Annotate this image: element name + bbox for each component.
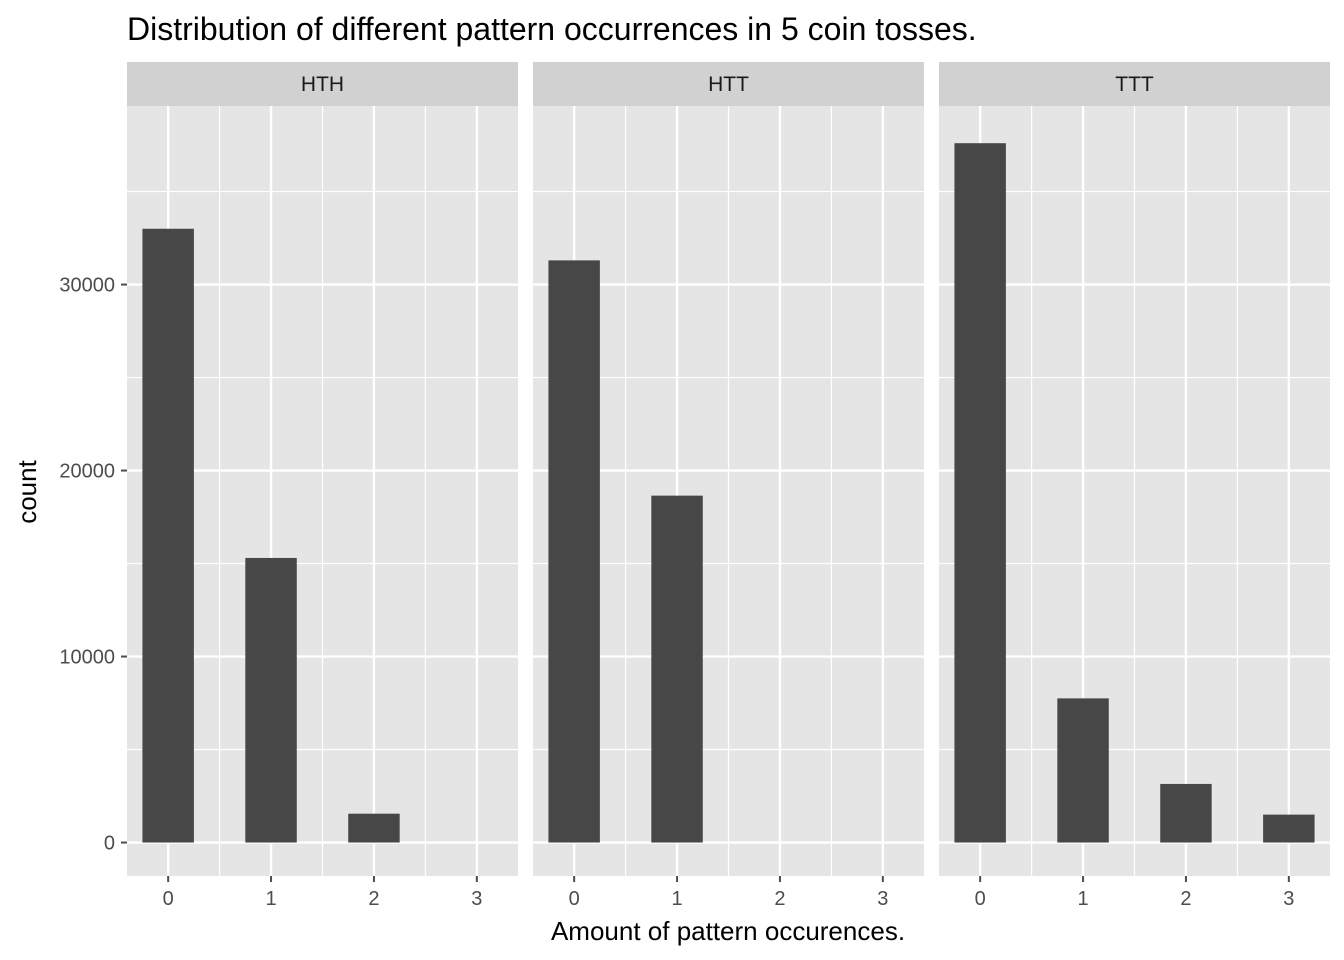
- x-tick-label: 3: [1283, 888, 1294, 910]
- x-tick-label: 0: [975, 888, 986, 910]
- bar-ttt-0: [954, 143, 1006, 843]
- facet-strip: [939, 62, 1330, 106]
- bar-hth-1: [245, 557, 297, 843]
- facet-htt: HTT 0 1 2 3: [533, 62, 924, 910]
- y-tick-label: 10000: [59, 647, 115, 669]
- facet-hth: HTH 0 1 2 3: [127, 62, 518, 910]
- bar-ttt-2: [1160, 783, 1212, 843]
- y-tick-label: 0: [104, 833, 115, 855]
- x-tick-label: 2: [774, 888, 785, 910]
- y-tick-label: 20000: [59, 461, 115, 483]
- x-tick-label: 0: [569, 888, 580, 910]
- y-tick-label: 30000: [59, 275, 115, 297]
- x-tick-label: 1: [265, 888, 276, 910]
- bar-htt-1: [651, 495, 703, 843]
- chart-title: Distribution of different pattern occurr…: [127, 11, 977, 47]
- facet-label: TTT: [1115, 73, 1154, 96]
- x-tick-label: 2: [368, 888, 379, 910]
- facet-ttt: TTT 0 1 2 3: [939, 62, 1330, 910]
- facet-label: HTT: [708, 73, 749, 96]
- bar-ttt-1: [1057, 698, 1109, 843]
- facet-strip: [533, 62, 924, 106]
- y-axis: 0 10000 20000 30000: [59, 275, 127, 855]
- x-tick-label: 0: [163, 888, 174, 910]
- bar-htt-0: [548, 260, 600, 843]
- x-tick-label: 1: [671, 888, 682, 910]
- facet-strip: [127, 62, 518, 106]
- x-tick-label: 3: [877, 888, 888, 910]
- facet-label: HTH: [301, 73, 344, 96]
- x-tick-label: 1: [1077, 888, 1088, 910]
- x-axis-title: Amount of pattern occurences.: [551, 916, 905, 946]
- bar-hth-0: [142, 228, 194, 843]
- facet-panels: HTH 0 1 2 3 HTT 0 1 2 3 TTT 0 1 2 3: [127, 62, 1330, 910]
- x-tick-label: 3: [471, 888, 482, 910]
- x-tick-label: 2: [1180, 888, 1191, 910]
- bar-hth-2: [348, 813, 400, 843]
- y-axis-title: count: [12, 459, 42, 523]
- bar-ttt-3: [1263, 814, 1315, 843]
